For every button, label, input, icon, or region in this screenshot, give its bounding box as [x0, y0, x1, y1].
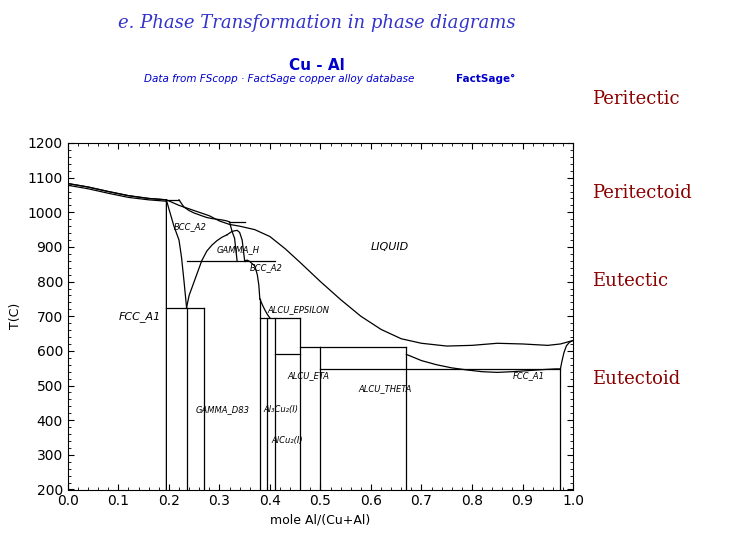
Text: Al₃Cu₂(I): Al₃Cu₂(I): [264, 405, 299, 414]
Text: Peritectic: Peritectic: [592, 90, 679, 108]
Text: BCC_A2: BCC_A2: [250, 263, 283, 272]
Text: e. Phase Transformation in phase diagrams: e. Phase Transformation in phase diagram…: [118, 14, 516, 32]
Text: Cu - Al: Cu - Al: [289, 58, 345, 73]
Text: Eutectoid: Eutectoid: [592, 371, 680, 388]
Text: ALCU_EPSILON: ALCU_EPSILON: [268, 305, 329, 314]
Text: LIQUID: LIQUID: [371, 242, 409, 252]
Text: Data from FScopp · FactSage copper alloy database: Data from FScopp · FactSage copper alloy…: [144, 74, 414, 84]
Text: Peritectoid: Peritectoid: [592, 184, 691, 201]
Text: GAMMA_D83: GAMMA_D83: [195, 405, 249, 414]
X-axis label: mole Al/(Cu+Al): mole Al/(Cu+Al): [271, 514, 370, 527]
Text: FCC_A1: FCC_A1: [513, 371, 544, 380]
Text: ALCU_THETA: ALCU_THETA: [358, 384, 412, 393]
Text: FactSage°: FactSage°: [456, 74, 516, 84]
Text: ALCU_ETA: ALCU_ETA: [287, 371, 329, 380]
Text: FCC_A1: FCC_A1: [118, 311, 161, 322]
Y-axis label: T(C): T(C): [9, 303, 22, 329]
Text: Eutectic: Eutectic: [592, 272, 668, 289]
Text: GAMMA_H: GAMMA_H: [217, 245, 260, 254]
Text: BCC_A2: BCC_A2: [174, 222, 207, 230]
Text: AlCu₂(I): AlCu₂(I): [271, 437, 303, 446]
